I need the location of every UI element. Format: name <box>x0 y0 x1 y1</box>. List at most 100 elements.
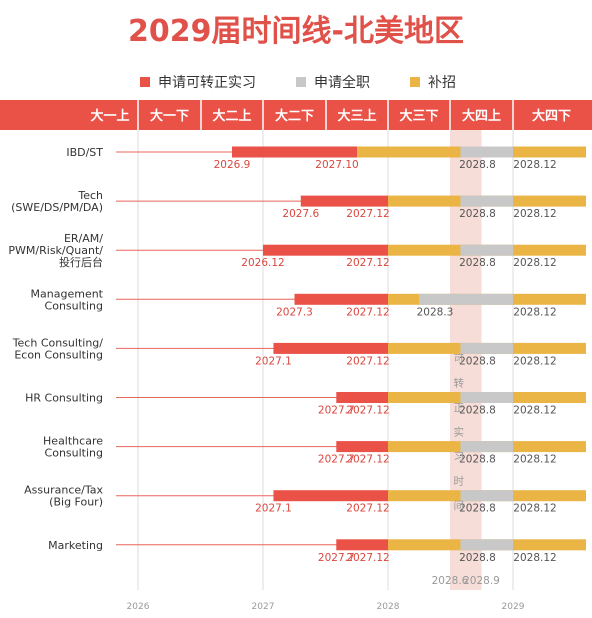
legend-supplement: 补招 <box>410 72 456 92</box>
semester-label: 大二上 <box>212 108 251 124</box>
fulltime-start-label: 2028.8 <box>459 503 496 515</box>
legend-swatch-supplement <box>410 77 420 87</box>
intern-bar <box>273 490 388 502</box>
semester-label: 大一下 <box>150 108 189 124</box>
intern-end-label: 2027.12 <box>346 454 389 466</box>
band-text-char: 转 <box>454 377 465 390</box>
band-text-char: 时 <box>454 476 465 488</box>
row-label: Healthcare <box>43 435 103 448</box>
row-label: HR Consulting <box>25 392 103 405</box>
x-tick-label: 2026 <box>127 602 150 612</box>
intern-start-label: 2027.7 <box>318 552 355 564</box>
band-text-char: 正 <box>454 402 465 414</box>
fulltime-bar <box>460 244 513 256</box>
intern-start-label: 2027.7 <box>318 405 355 417</box>
row-label: Tech <box>77 189 103 202</box>
fulltime-end-label: 2028.12 <box>513 257 556 269</box>
row-label: 投行后台 <box>59 255 103 269</box>
fulltime-bar <box>460 342 513 354</box>
intern-end-label: 2027.12 <box>346 405 389 417</box>
intern-bar <box>294 293 388 305</box>
fulltime-start-label: 2028.8 <box>459 405 496 417</box>
legend-label-supplement: 补招 <box>428 75 456 91</box>
row-label: ER/AM/ <box>64 232 103 245</box>
intern-end-label: 2027.12 <box>346 552 389 564</box>
legend-intern: 申请可转正实习 <box>140 72 256 92</box>
intern-end-label: 2027.12 <box>346 257 389 269</box>
fulltime-end-label: 2028.12 <box>513 405 556 417</box>
fulltime-start-label: 2028.8 <box>459 552 496 564</box>
intern-bar <box>232 146 357 158</box>
band-text-char: 实 <box>454 426 465 439</box>
chart-title: 2029届时间线-北美地区 <box>128 14 464 49</box>
fulltime-bar <box>460 146 513 158</box>
intern-end-label: 2027.12 <box>346 208 389 220</box>
row-label: Consulting <box>45 299 103 312</box>
fulltime-start-label: 2028.8 <box>459 159 496 171</box>
fulltime-end-label: 2028.12 <box>513 503 556 515</box>
x-tick-label: 2029 <box>502 602 525 612</box>
row-label: Assurance/Tax <box>24 484 103 497</box>
band-text-char: 习 <box>454 451 465 463</box>
x-tick-label: 2027 <box>252 602 275 612</box>
band-start-label: 2028.6 <box>432 575 469 587</box>
band-text-char: 间 <box>454 499 465 512</box>
intern-start-label: 2027.7 <box>318 454 355 466</box>
fulltime-start-label: 2028.8 <box>459 257 496 269</box>
fulltime-end-label: 2028.12 <box>513 355 556 367</box>
fulltime-end-label: 2028.12 <box>513 208 556 220</box>
intern-end-label: 2027.12 <box>346 306 389 318</box>
intern-start-label: 2027.1 <box>255 355 292 367</box>
band-text-char: 可 <box>454 353 465 365</box>
fulltime-end-label: 2028.12 <box>513 552 556 564</box>
intern-bar <box>263 244 388 256</box>
row-label: Consulting <box>45 447 103 460</box>
intern-end-label: 2027.12 <box>346 503 389 515</box>
legend-label-intern: 申请可转正实习 <box>158 75 256 91</box>
fulltime-start-label: 2028.8 <box>459 355 496 367</box>
intern-start-label: 2027.1 <box>255 503 292 515</box>
intern-bar <box>336 441 388 453</box>
intern-bar <box>300 195 388 207</box>
fulltime-bar <box>460 539 513 551</box>
row-label: Management <box>31 287 104 300</box>
x-tick-label: 2028 <box>377 602 400 612</box>
semester-label: 大四上 <box>462 108 501 124</box>
legend-swatch-fulltime <box>296 77 306 87</box>
intern-bar <box>336 392 388 403</box>
fulltime-start-label: 2028.3 <box>417 306 454 318</box>
fulltime-end-label: 2028.12 <box>513 306 556 318</box>
semester-header <box>0 100 592 130</box>
intern-start-label: 2026.12 <box>241 257 284 269</box>
fulltime-end-label: 2028.12 <box>513 454 556 466</box>
legend-fulltime: 申请全职 <box>296 72 370 92</box>
fulltime-bar <box>460 195 513 207</box>
intern-end-label: 2027.12 <box>346 355 389 367</box>
legend-swatch-intern <box>140 77 150 87</box>
semester-label: 大三下 <box>399 108 438 124</box>
intern-end-label: 2027.10 <box>315 159 358 171</box>
row-label: IBD/ST <box>66 146 103 159</box>
fulltime-end-label: 2028.12 <box>513 159 556 171</box>
semester-label: 大四下 <box>532 108 571 124</box>
semester-label: 大三上 <box>337 108 376 124</box>
fulltime-bar <box>460 392 513 403</box>
fulltime-bar <box>419 293 513 305</box>
legend-label-fulltime: 申请全职 <box>314 75 370 91</box>
row-label: PWM/Risk/Quant/ <box>8 244 103 257</box>
intern-bar <box>336 539 388 551</box>
fulltime-bar <box>460 490 513 502</box>
convert-period-band <box>450 130 482 590</box>
semester-label: 大一上 <box>90 108 129 124</box>
row-label: (Big Four) <box>49 496 103 509</box>
intern-start-label: 2027.3 <box>276 306 313 318</box>
row-label: (SWE/DS/PM/DA) <box>11 201 103 214</box>
row-label: Tech Consulting/ <box>12 336 104 349</box>
fulltime-bar <box>460 441 513 453</box>
fulltime-start-label: 2028.8 <box>459 208 496 220</box>
band-end-label: 2028.9 <box>463 575 500 587</box>
intern-start-label: 2027.6 <box>282 208 319 220</box>
row-label: Econ Consulting <box>14 348 103 361</box>
